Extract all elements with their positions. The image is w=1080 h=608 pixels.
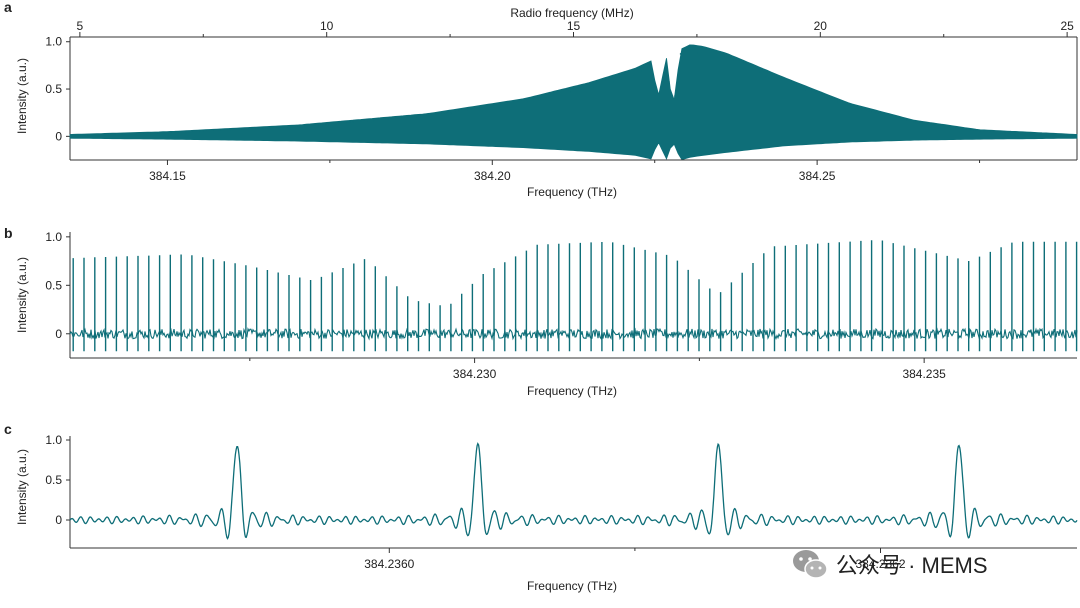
panel-b-x-axis-title: Frequency (THz) <box>527 384 617 398</box>
panel-a-top-tick-label: 15 <box>567 19 581 33</box>
panel-a-top-axis-title: Radio frequency (MHz) <box>510 6 633 20</box>
panel-a-top-tick-label: 25 <box>1060 19 1074 33</box>
panel-b-y-axis: 0 0.5 1.0 <box>45 230 71 358</box>
panel-c-x-tick-label: 384.2362 <box>855 557 905 571</box>
panel-c: c 00.51.0 Intensity (a.u.) 384.2360 384.2… <box>4 421 1078 593</box>
panel-c-x-tick-label: 384.2360 <box>364 557 414 571</box>
panel-c-y-tick-label: 0.5 <box>45 473 62 487</box>
panel-a-top-tick-label: 20 <box>814 19 828 33</box>
panel-a-y-tick-label: 1.0 <box>45 35 62 49</box>
panel-a: a Radio frequency (MHz) 5 10 15 20 25 0 0.5 1.… <box>4 0 1078 199</box>
panel-b-x-tick-label: 384.235 <box>902 367 946 381</box>
panel-c-trace <box>69 442 1078 540</box>
panel-a-y-axis: 0 0.5 1.0 <box>45 35 1078 160</box>
panel-a-y-tick-label: 0 <box>55 129 62 143</box>
panel-c-y-axis: 0 0.5 1.0 <box>45 433 71 548</box>
panel-a-x-tick-label: 384.25 <box>799 169 836 183</box>
panel-b-x-axis: 384.230 384.235 <box>70 357 1077 381</box>
panel-a-label: a <box>4 0 12 15</box>
panel-a-spectrum <box>69 44 1078 161</box>
panel-c-label: c <box>4 421 12 437</box>
panel-a-y-tick-label: 0.5 <box>45 82 62 96</box>
panel-b-label: b <box>4 225 13 241</box>
panel-b-comb-peaks <box>72 240 1078 352</box>
panel-c-y-axis-title: Intensity (a.u.) <box>15 449 29 525</box>
panel-a-spectrum-fine-structure <box>69 46 1078 137</box>
panel-b-y-axis-title: Intensity (a.u.) <box>15 257 29 333</box>
panel-a-top-tick-label: 10 <box>320 19 334 33</box>
panel-a-x-axis-title: Frequency (THz) <box>527 185 617 199</box>
panel-b: b 00.51.0 Intensity (a.u.) 384.230 384.23… <box>4 225 1078 398</box>
panel-c-x-axis-title: Frequency (THz) <box>527 579 617 593</box>
panel-c-sinc-trace <box>69 442 1078 540</box>
panel-a-x-tick-label: 384.20 <box>474 169 511 183</box>
panel-a-top-tick-label: 5 <box>77 19 84 33</box>
panel-c-y-tick-label: 1.0 <box>45 433 62 447</box>
watermark: 公众号 · MEMS <box>793 550 988 579</box>
panel-c-x-axis: 384.2360 384.2362 <box>70 547 1077 571</box>
panel-a-x-axis: 384.15 384.20 384.25 <box>70 159 1077 183</box>
panel-a-y-axis-title: Intensity (a.u.) <box>15 58 29 134</box>
panel-a-x-tick-label: 384.15 <box>149 169 186 183</box>
panel-b-y-tick-label: 1.0 <box>45 230 62 244</box>
panel-b-x-tick-label: 384.230 <box>453 367 497 381</box>
wechat-icon <box>793 550 828 579</box>
panel-b-y-tick-label: 0 <box>55 327 62 341</box>
panel-a-trace <box>69 44 1078 161</box>
panel-b-noise <box>69 327 1078 341</box>
watermark-text: 公众号 · MEMS <box>836 553 988 578</box>
panel-b-trace <box>69 240 1078 352</box>
panel-c-y-tick-label: 0 <box>55 513 62 527</box>
panel-a-top-axis: 5 10 15 20 25 <box>70 19 1077 38</box>
panel-b-y-tick-label: 0.5 <box>45 278 62 292</box>
